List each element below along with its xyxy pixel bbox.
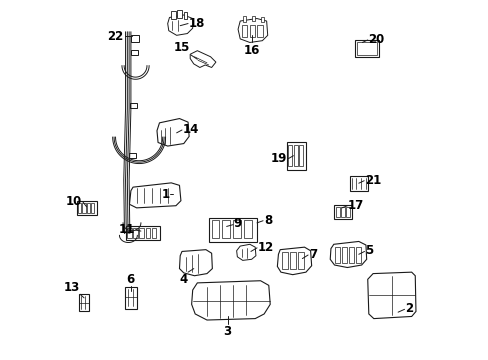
- Bar: [171, 12, 175, 18]
- Text: 1: 1: [161, 188, 169, 201]
- Bar: [251, 16, 255, 21]
- Bar: [127, 228, 131, 238]
- Polygon shape: [129, 183, 181, 208]
- Text: 15: 15: [173, 41, 190, 54]
- Text: 14: 14: [183, 123, 199, 136]
- Polygon shape: [367, 272, 415, 319]
- Bar: [139, 228, 143, 238]
- Polygon shape: [329, 242, 366, 267]
- Polygon shape: [277, 247, 311, 275]
- Text: 4: 4: [179, 273, 187, 286]
- Text: 19: 19: [270, 152, 287, 165]
- Bar: [244, 220, 251, 238]
- Polygon shape: [238, 18, 267, 42]
- Bar: [82, 203, 85, 212]
- Bar: [131, 35, 139, 42]
- Bar: [249, 24, 255, 37]
- Bar: [130, 103, 136, 108]
- Bar: [355, 247, 360, 263]
- Bar: [183, 12, 187, 18]
- Bar: [129, 153, 136, 158]
- Text: 8: 8: [263, 213, 271, 226]
- Bar: [345, 207, 349, 217]
- Bar: [211, 220, 219, 238]
- Bar: [151, 228, 156, 238]
- Text: 22: 22: [107, 30, 123, 43]
- Bar: [77, 201, 97, 215]
- Bar: [349, 176, 367, 191]
- Bar: [354, 40, 378, 57]
- Bar: [177, 10, 181, 18]
- Polygon shape: [167, 15, 192, 35]
- Bar: [242, 17, 246, 22]
- Text: 3: 3: [223, 325, 231, 338]
- Bar: [335, 207, 339, 217]
- Bar: [133, 228, 138, 238]
- Text: 13: 13: [63, 280, 80, 294]
- Bar: [131, 50, 138, 55]
- Polygon shape: [191, 281, 270, 320]
- Text: 6: 6: [126, 273, 134, 286]
- Text: 5: 5: [365, 244, 373, 257]
- Text: 17: 17: [347, 198, 364, 212]
- Bar: [348, 247, 353, 263]
- Bar: [78, 203, 81, 212]
- Bar: [222, 220, 230, 238]
- Bar: [208, 217, 257, 242]
- Bar: [334, 247, 339, 263]
- Bar: [124, 287, 137, 309]
- Bar: [286, 143, 305, 170]
- Text: 11: 11: [119, 223, 135, 236]
- Polygon shape: [179, 249, 212, 276]
- Text: 2: 2: [405, 302, 412, 315]
- Bar: [290, 252, 295, 269]
- Bar: [260, 17, 263, 22]
- Bar: [241, 24, 247, 37]
- Bar: [288, 145, 292, 166]
- Bar: [356, 42, 376, 55]
- Bar: [80, 294, 89, 311]
- Bar: [341, 247, 346, 263]
- Text: 9: 9: [233, 217, 242, 230]
- Bar: [299, 145, 303, 166]
- Text: 10: 10: [66, 195, 82, 208]
- Bar: [333, 205, 352, 219]
- Text: 7: 7: [308, 248, 316, 261]
- Bar: [86, 203, 90, 212]
- Polygon shape: [190, 51, 216, 67]
- Bar: [257, 24, 263, 37]
- Bar: [91, 203, 94, 212]
- Bar: [145, 228, 149, 238]
- Polygon shape: [157, 118, 189, 146]
- Bar: [282, 252, 287, 269]
- Text: 20: 20: [367, 33, 384, 46]
- Bar: [340, 207, 344, 217]
- Bar: [233, 220, 241, 238]
- Text: 21: 21: [364, 174, 380, 186]
- Text: 16: 16: [243, 44, 259, 57]
- Text: 12: 12: [257, 240, 273, 254]
- Bar: [293, 145, 297, 166]
- Bar: [298, 252, 303, 269]
- Bar: [125, 226, 160, 240]
- Text: 18: 18: [188, 17, 205, 30]
- Polygon shape: [236, 244, 255, 260]
